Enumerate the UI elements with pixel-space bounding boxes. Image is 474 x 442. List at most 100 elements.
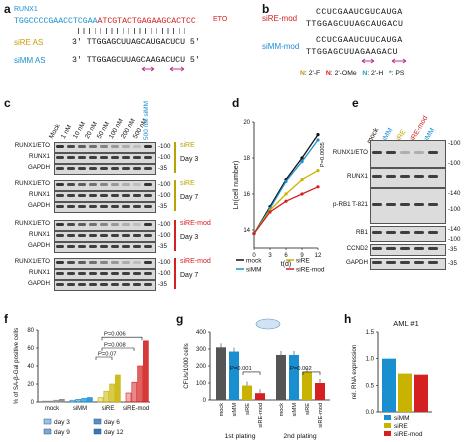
blot-band xyxy=(111,156,119,159)
legend-label: day 3 xyxy=(54,419,70,426)
y-tick-label: 14 xyxy=(243,228,250,234)
x-tick-label: 12 xyxy=(315,253,322,259)
bar xyxy=(75,399,82,403)
blot-row-label: RUNX1 xyxy=(29,153,50,160)
blot-band xyxy=(372,151,382,154)
blot-band xyxy=(89,194,97,197)
x-tick-label: 0 xyxy=(252,253,256,259)
lane-1nm: 1 nM xyxy=(59,123,74,140)
blot-band xyxy=(100,167,108,170)
group-day: Day 3 xyxy=(180,234,199,241)
y-tick-label: 60 xyxy=(27,346,34,352)
p-value: P=0.008 xyxy=(104,343,126,349)
blot-band xyxy=(67,261,75,264)
bar xyxy=(276,354,286,400)
blot-band xyxy=(122,205,130,208)
chart-title: AML #1 xyxy=(393,319,419,328)
blot-band xyxy=(144,223,152,226)
x-tick-label: 9 xyxy=(300,253,304,259)
bar xyxy=(289,354,299,400)
mw-marker: -100 xyxy=(448,160,461,167)
blot-band xyxy=(56,245,64,248)
mw-marker: -35 xyxy=(158,203,167,210)
blot-band xyxy=(67,194,75,197)
group-name: siRE-mod xyxy=(180,258,211,265)
blot-band xyxy=(89,183,97,186)
mw-marker: -100 xyxy=(158,181,171,188)
blot-band xyxy=(111,194,119,197)
blot-band xyxy=(144,205,152,208)
y-tick-label: 40 xyxy=(27,364,34,370)
blot-row-label: RUNX1 xyxy=(347,173,368,180)
blot-band xyxy=(144,245,152,248)
legend-label: siMM xyxy=(246,266,262,273)
bar xyxy=(302,371,312,400)
blot-band xyxy=(144,145,152,148)
sire-mod-label: siRE-mod xyxy=(262,14,298,23)
blot-row-label: GAPDH xyxy=(27,280,50,287)
blot-band xyxy=(122,194,130,197)
blot-band xyxy=(133,283,141,286)
blot-band xyxy=(144,156,152,159)
blot-row-label: RUNX1 xyxy=(29,231,50,238)
blot-band xyxy=(400,203,410,206)
bar xyxy=(53,399,59,403)
pairing-ticks xyxy=(78,28,190,34)
bar xyxy=(229,351,239,400)
cfu-chart: 0 100 200 300 400 CFUs/1000 cells mock siMM siRE… xyxy=(183,318,330,440)
legend-swatch xyxy=(384,423,391,428)
blot-band xyxy=(428,247,438,250)
data-point xyxy=(268,210,272,214)
blot-band xyxy=(89,205,97,208)
blot-row-label: GAPDH xyxy=(27,164,50,171)
blot-band xyxy=(67,205,75,208)
blot-band xyxy=(122,272,130,275)
bar xyxy=(382,358,396,412)
blot-band xyxy=(67,245,75,248)
bar xyxy=(125,392,132,403)
y-tick-label: 18 xyxy=(243,156,250,162)
blot-band xyxy=(89,261,97,264)
legend-swatch xyxy=(93,428,102,435)
blot-band xyxy=(111,223,119,226)
blot-band xyxy=(428,175,438,178)
p-bracket xyxy=(101,336,143,341)
mw-marker: -100 xyxy=(158,154,171,161)
bar xyxy=(47,400,54,403)
blot-band xyxy=(414,203,424,206)
legend-label: siRE xyxy=(296,257,310,264)
blot-band xyxy=(56,145,64,148)
blot-band xyxy=(122,245,130,248)
blot-band xyxy=(122,167,130,170)
panel-e-label: e xyxy=(352,96,359,110)
blot-band xyxy=(133,261,141,264)
blot-row-label: RUNX1/ETO xyxy=(332,149,368,156)
blot-band xyxy=(122,261,130,264)
blot-band xyxy=(144,283,152,286)
blot-band xyxy=(89,167,97,170)
blot-band xyxy=(428,203,438,206)
mw-marker: -100 xyxy=(448,236,461,243)
blot-band xyxy=(89,245,97,248)
group-day: Day 3 xyxy=(180,156,199,163)
bar xyxy=(97,397,104,403)
blot-row-label: GAPDH xyxy=(27,242,50,249)
group-bar xyxy=(174,220,176,251)
y-axis-label: Ln(cell number) xyxy=(233,161,240,210)
y-tick-label: 20 xyxy=(243,120,250,126)
blot-band xyxy=(67,145,75,148)
legend-label: siRE xyxy=(394,423,408,430)
bar xyxy=(103,390,110,403)
y-tick-label: 0.0 xyxy=(366,410,375,416)
blot-band xyxy=(400,175,410,178)
blot-strip xyxy=(370,168,446,188)
x-tick-label: siRE-mod xyxy=(258,403,264,428)
blot-band xyxy=(100,234,108,237)
blot-band xyxy=(386,261,396,264)
blot-band xyxy=(100,272,108,275)
blot-row-label: CCND2 xyxy=(346,245,368,252)
blot-band xyxy=(56,167,64,170)
blot-band xyxy=(414,247,424,250)
blot-band xyxy=(111,205,119,208)
mw-marker: -35 xyxy=(448,260,457,267)
